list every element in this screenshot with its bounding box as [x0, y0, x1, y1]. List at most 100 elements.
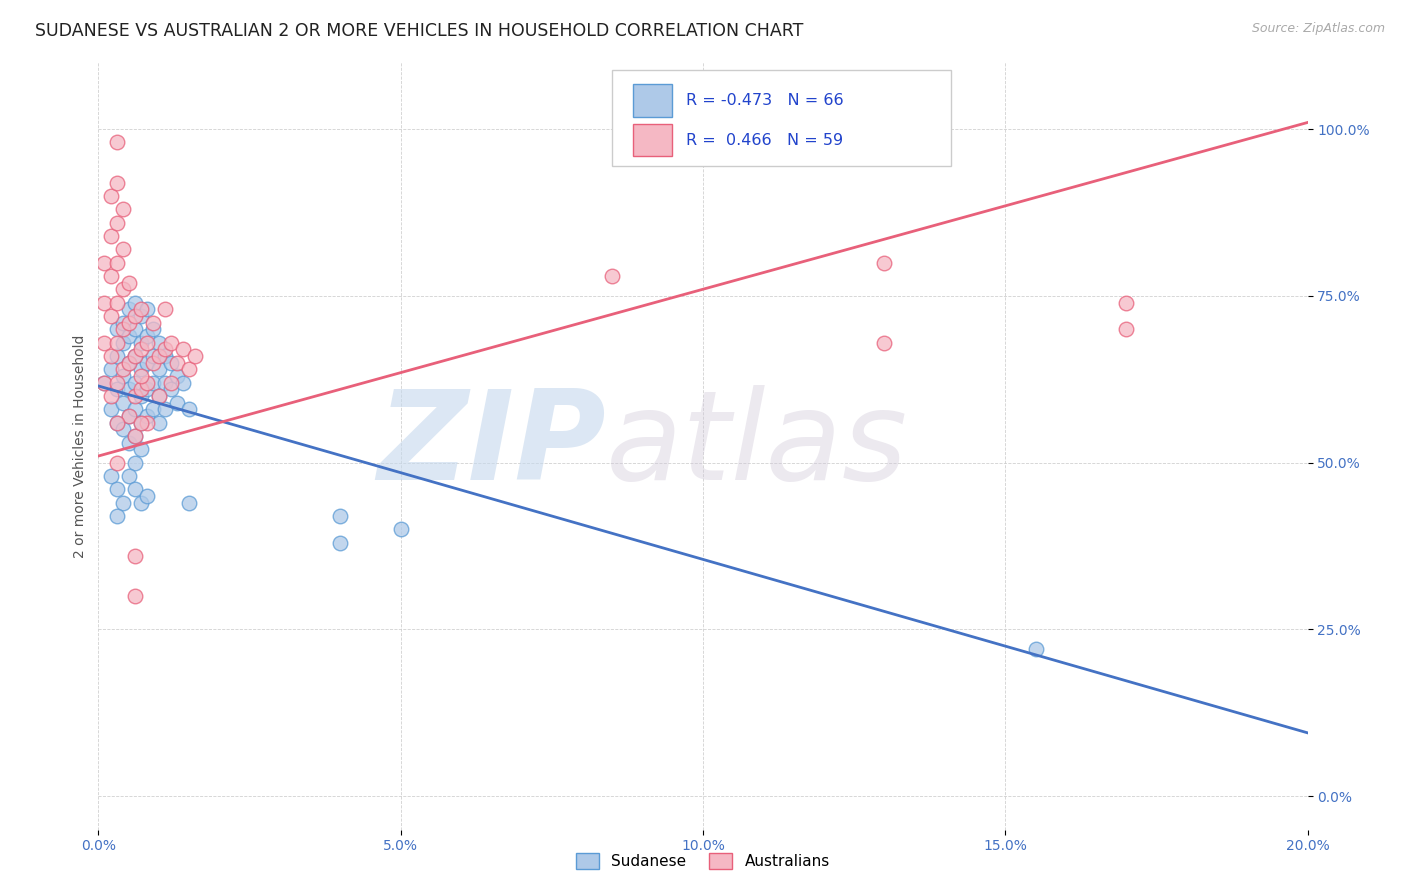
Point [129, 382, 152, 396]
Point [142, 349, 165, 363]
Point [100, 389, 122, 403]
Point [148, 335, 170, 350]
Point [111, 242, 134, 256]
Point [179, 496, 201, 510]
Point [100, 402, 122, 417]
Point [148, 389, 170, 403]
Point [124, 309, 146, 323]
Point [111, 362, 134, 376]
Point [105, 456, 128, 470]
Point [111, 496, 134, 510]
Point [129, 368, 152, 383]
Point [105, 382, 128, 396]
Point [160, 335, 183, 350]
Point [129, 496, 152, 510]
Point [118, 435, 141, 450]
Point [124, 589, 146, 603]
Point [93, 295, 115, 310]
Point [135, 489, 157, 503]
Point [105, 322, 128, 336]
Point [111, 422, 134, 436]
Point [184, 349, 207, 363]
Point [118, 356, 141, 370]
Point [118, 302, 141, 317]
Point [153, 302, 176, 317]
Point [148, 416, 170, 430]
Point [142, 316, 165, 330]
Point [1115, 295, 1137, 310]
Point [100, 362, 122, 376]
Point [148, 349, 170, 363]
Point [153, 376, 176, 390]
Point [111, 335, 134, 350]
Point [148, 362, 170, 376]
Point [172, 376, 194, 390]
Point [105, 349, 128, 363]
Point [118, 329, 141, 343]
Point [124, 456, 146, 470]
Text: R = -0.473   N = 66: R = -0.473 N = 66 [686, 93, 844, 108]
FancyBboxPatch shape [633, 124, 672, 156]
Point [148, 389, 170, 403]
Point [129, 335, 152, 350]
Point [100, 228, 122, 243]
Point [93, 376, 115, 390]
Point [111, 368, 134, 383]
Point [124, 376, 146, 390]
Point [873, 255, 896, 269]
Point [93, 376, 115, 390]
Point [135, 302, 157, 317]
Point [118, 469, 141, 483]
Point [142, 402, 165, 417]
Point [160, 382, 183, 396]
Text: atlas: atlas [606, 385, 908, 507]
Point [93, 255, 115, 269]
Point [135, 329, 157, 343]
Point [100, 309, 122, 323]
Point [602, 268, 624, 283]
Text: ZIP: ZIP [378, 385, 606, 507]
Point [100, 268, 122, 283]
Point [118, 316, 141, 330]
Point [124, 429, 146, 443]
Point [1024, 642, 1046, 657]
Point [111, 282, 134, 296]
Point [179, 402, 201, 417]
Point [118, 276, 141, 290]
Point [118, 382, 141, 396]
Legend: Sudanese, Australians: Sudanese, Australians [569, 847, 837, 875]
Point [153, 402, 176, 417]
Point [142, 322, 165, 336]
Point [124, 349, 146, 363]
Point [160, 356, 183, 370]
Point [93, 335, 115, 350]
Point [118, 409, 141, 423]
Point [129, 416, 152, 430]
Point [111, 395, 134, 409]
Point [135, 356, 157, 370]
Point [105, 416, 128, 430]
Point [105, 255, 128, 269]
Point [129, 416, 152, 430]
FancyBboxPatch shape [613, 70, 950, 166]
Point [329, 509, 352, 524]
Point [129, 309, 152, 323]
Point [142, 356, 165, 370]
Point [135, 409, 157, 423]
Point [329, 535, 352, 549]
Point [105, 176, 128, 190]
Point [124, 349, 146, 363]
Point [124, 389, 146, 403]
FancyBboxPatch shape [633, 85, 672, 117]
Point [166, 368, 188, 383]
Point [873, 335, 896, 350]
Point [179, 362, 201, 376]
Point [111, 316, 134, 330]
Point [135, 416, 157, 430]
Point [135, 382, 157, 396]
Point [124, 295, 146, 310]
Point [153, 349, 176, 363]
Point [166, 356, 188, 370]
Y-axis label: 2 or more Vehicles in Household: 2 or more Vehicles in Household [73, 334, 87, 558]
Point [105, 483, 128, 497]
